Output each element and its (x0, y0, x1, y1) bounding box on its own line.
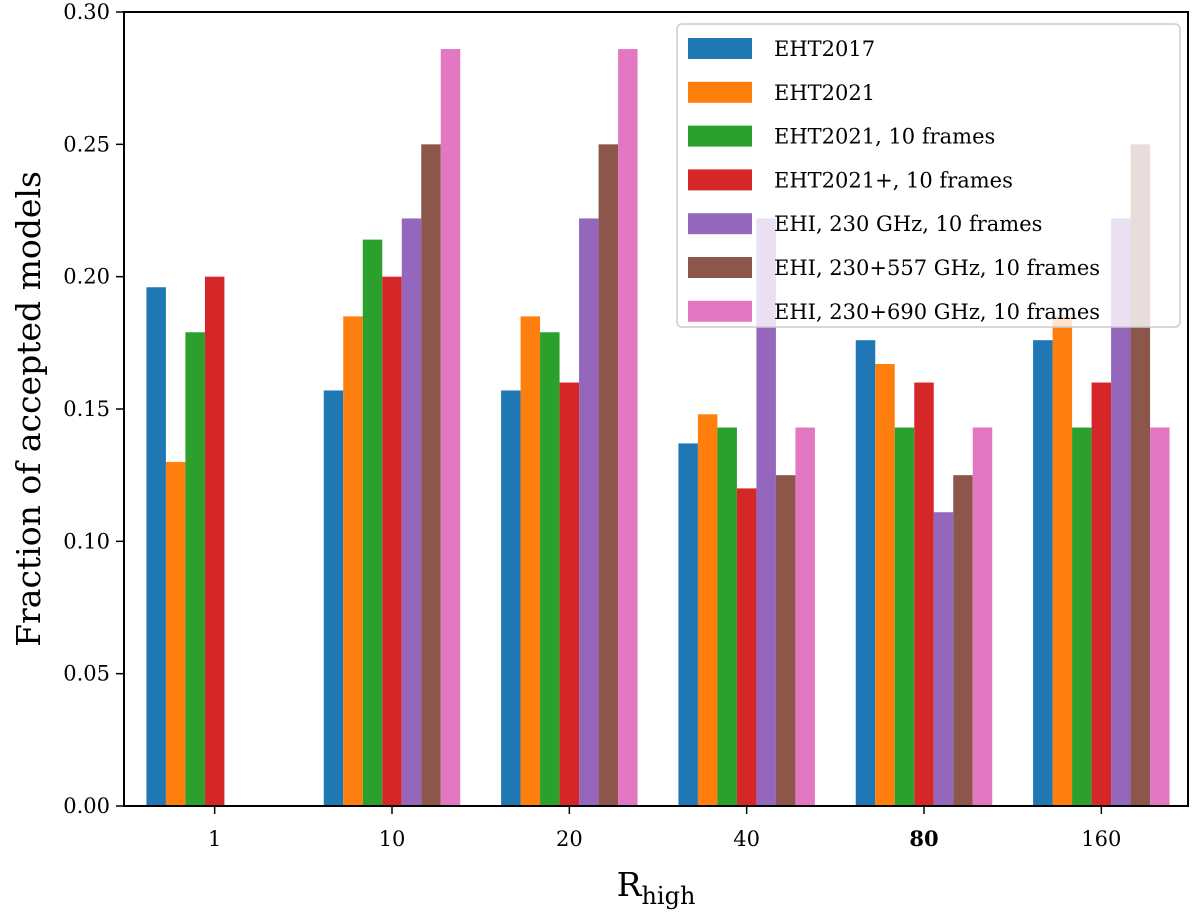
legend-swatch (688, 38, 752, 59)
legend-label: EHT2021 (774, 81, 875, 105)
bar (717, 427, 737, 806)
y-tick-label: 0.00 (63, 794, 110, 818)
bar (146, 287, 166, 806)
y-tick-label: 0.30 (63, 0, 110, 24)
bar (1072, 427, 1092, 806)
bar (362, 239, 383, 807)
legend-label: EHI, 230 GHz, 10 frames (774, 212, 1042, 236)
bar (1091, 382, 1112, 806)
legend-swatch (688, 169, 752, 191)
x-axis-label: Rhigh (617, 865, 696, 910)
x-tick-label: 160 (1081, 827, 1121, 851)
legend-swatch (688, 300, 752, 322)
legend-label: EHI, 230+690 GHz, 10 frames (774, 300, 1100, 324)
bars-layer (146, 49, 1170, 807)
legend-swatch (688, 81, 752, 103)
legend-box (676, 23, 1181, 328)
bar (204, 276, 225, 806)
bar (520, 316, 541, 806)
x-tick-label: 80 (909, 826, 938, 851)
bar (756, 218, 776, 806)
bar (401, 218, 422, 806)
bar (501, 390, 521, 806)
y-tick-label: 0.05 (63, 662, 110, 686)
bar (559, 382, 580, 806)
legend-label: EHT2021+, 10 frames (774, 168, 1013, 192)
bar (598, 144, 619, 806)
bar (1052, 316, 1073, 806)
y-tick-label: 0.20 (63, 265, 110, 289)
x-axis: 1 10 20 40 80 160 (208, 806, 1121, 851)
y-tick-label: 0.10 (63, 529, 110, 553)
x-axis-label-main: R (617, 865, 643, 904)
bar (736, 488, 757, 806)
legend-label: EHI, 230+557 GHz, 10 frames (774, 256, 1100, 280)
bar (440, 49, 461, 807)
legend-label: EHT2017 (774, 37, 875, 61)
bar (185, 332, 205, 806)
bar (953, 475, 973, 806)
y-axis: 0.00 0.05 0.10 0.15 0.20 0.25 0.30 (63, 0, 124, 818)
y-tick-label: 0.25 (63, 132, 110, 156)
bar (540, 332, 560, 806)
bar (1033, 340, 1053, 806)
bar (972, 427, 993, 806)
legend: EHT2017 EHT2021 EHT2021, 10 frames EHT2021+… (676, 23, 1181, 328)
legend-swatch (688, 125, 752, 147)
bar (1111, 218, 1131, 806)
bar (894, 427, 915, 806)
y-axis-label: Fraction of accepted models (9, 171, 48, 647)
bar (775, 475, 796, 806)
bar (382, 276, 402, 806)
bar (165, 461, 186, 806)
bar (933, 512, 954, 806)
legend-swatch (688, 257, 752, 278)
bar (914, 382, 934, 806)
x-tick-label: 1 (208, 827, 221, 851)
bar (795, 427, 815, 806)
x-axis-label-subscript: high (641, 882, 695, 910)
bar (421, 144, 441, 806)
y-tick-label: 0.15 (63, 397, 110, 421)
bar (618, 49, 638, 807)
bar (579, 218, 599, 806)
x-tick-label: 40 (733, 827, 760, 851)
legend-swatch (688, 213, 752, 235)
bar (875, 364, 895, 806)
bar (343, 316, 363, 806)
bar (1150, 427, 1170, 806)
bar (697, 414, 718, 806)
bar (678, 443, 698, 806)
bar (855, 340, 876, 806)
bar (323, 390, 344, 806)
x-tick-label: 10 (379, 827, 406, 851)
legend-label: EHT2021, 10 frames (774, 125, 995, 149)
x-tick-label: 20 (556, 827, 583, 851)
